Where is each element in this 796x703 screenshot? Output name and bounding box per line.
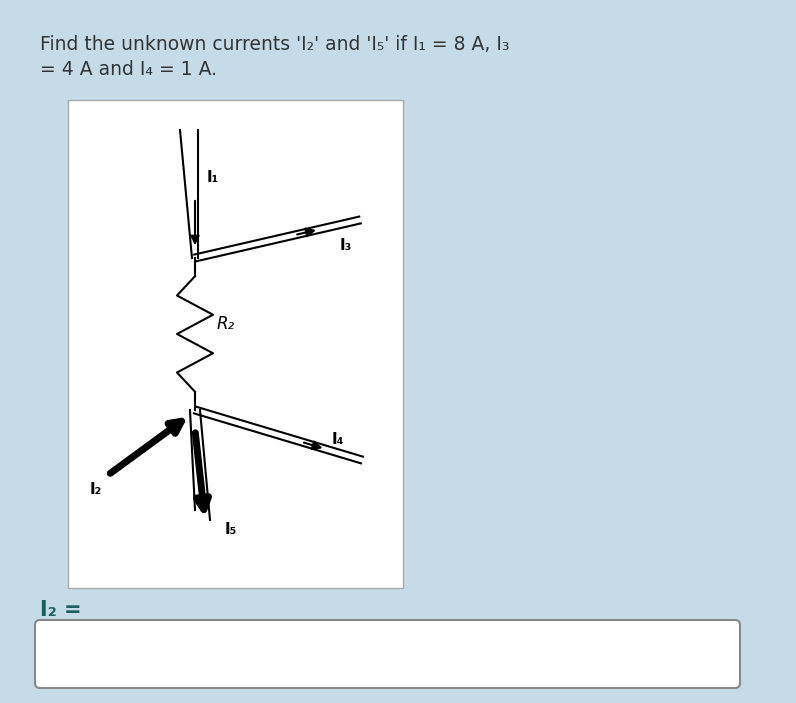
Text: R₂: R₂ xyxy=(217,315,235,333)
Text: I₃: I₃ xyxy=(340,238,353,252)
Text: Find the unknown currents 'I₂' and 'I₅' if I₁ = 8 A, I₃: Find the unknown currents 'I₂' and 'I₅' … xyxy=(40,35,509,54)
Text: I₁: I₁ xyxy=(207,171,219,186)
FancyBboxPatch shape xyxy=(35,620,740,688)
FancyBboxPatch shape xyxy=(68,100,403,588)
Text: I₄: I₄ xyxy=(332,432,345,448)
Text: I₂: I₂ xyxy=(90,482,102,498)
Text: = 4 A and I₄ = 1 A.: = 4 A and I₄ = 1 A. xyxy=(40,60,217,79)
Text: I₅: I₅ xyxy=(225,522,237,538)
Text: I₂ =: I₂ = xyxy=(40,600,82,620)
